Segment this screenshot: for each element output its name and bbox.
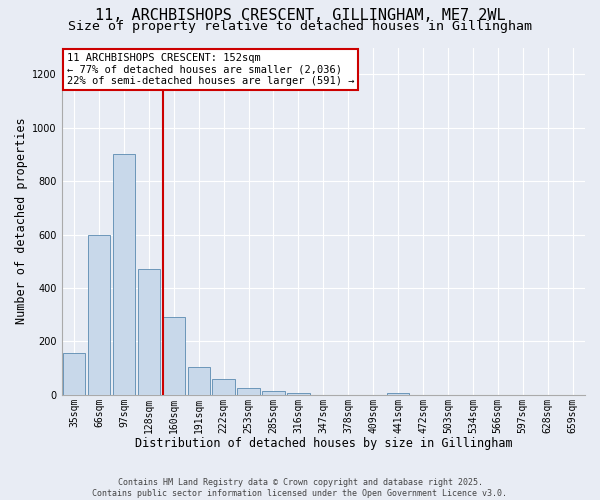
Bar <box>137 269 160 395</box>
Bar <box>163 318 185 395</box>
Bar <box>113 154 135 395</box>
Bar <box>212 380 235 395</box>
Bar <box>238 388 260 395</box>
Bar <box>287 394 310 395</box>
X-axis label: Distribution of detached houses by size in Gillingham: Distribution of detached houses by size … <box>134 437 512 450</box>
Bar <box>88 234 110 395</box>
Bar <box>262 391 284 395</box>
Bar <box>387 393 409 395</box>
Y-axis label: Number of detached properties: Number of detached properties <box>15 118 28 324</box>
Text: 11, ARCHBISHOPS CRESCENT, GILLINGHAM, ME7 2WL: 11, ARCHBISHOPS CRESCENT, GILLINGHAM, ME… <box>95 8 505 22</box>
Text: 11 ARCHBISHOPS CRESCENT: 152sqm
← 77% of detached houses are smaller (2,036)
22%: 11 ARCHBISHOPS CRESCENT: 152sqm ← 77% of… <box>67 52 355 86</box>
Bar <box>63 354 85 395</box>
Text: Size of property relative to detached houses in Gillingham: Size of property relative to detached ho… <box>68 20 532 33</box>
Bar <box>188 367 210 395</box>
Text: Contains HM Land Registry data © Crown copyright and database right 2025.
Contai: Contains HM Land Registry data © Crown c… <box>92 478 508 498</box>
